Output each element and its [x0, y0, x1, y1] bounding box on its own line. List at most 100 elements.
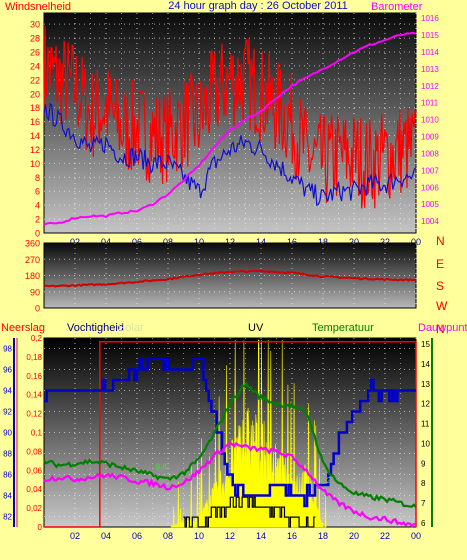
x-tick-label: 06	[132, 237, 142, 247]
x-tick-label: 08	[163, 531, 173, 541]
wind-tick-label: 24	[30, 61, 40, 71]
wind-tick-label: 8	[35, 173, 40, 183]
temperature-tick-label: 10	[421, 439, 430, 448]
barometer-tick-label: 1016	[421, 14, 439, 23]
compass-label: N	[436, 322, 445, 336]
temperature-data-label: 7.2	[320, 476, 332, 485]
barometer-tick-label: 1011	[421, 99, 439, 108]
x-tick-label: 02	[70, 237, 80, 247]
humidity-tick-label: 88	[3, 450, 12, 459]
rain-humidity-temperature-panel: 82848688909294969800,020,040,060,080,10,…	[3, 334, 433, 541]
x-tick-label: 16	[287, 531, 297, 541]
barometer-tick-label: 1008	[421, 149, 439, 158]
wind-tick-label: 2	[35, 215, 40, 225]
x-tick-label: 10	[194, 237, 204, 247]
compass-label: E	[436, 257, 444, 271]
humidity-tick-label: 96	[3, 366, 12, 375]
humidity-tick-label: 98	[3, 345, 12, 354]
series-rain-line	[44, 341, 417, 528]
humidity-axis-label: Vochtigheid	[67, 322, 124, 334]
temperature-tick-label: 15	[421, 340, 430, 349]
series-direction-line	[44, 269, 417, 288]
rain-tick-label: 0	[38, 523, 43, 532]
humidity-tick-label: 90	[3, 429, 12, 438]
wind-tick-label: 12	[30, 145, 40, 155]
wind-tick-label: 22	[30, 75, 40, 85]
rain-tick-label: 0,2	[31, 334, 43, 343]
x-tick-label: 20	[349, 237, 359, 247]
x-tick-label: 00	[411, 531, 421, 541]
compass-label: N	[436, 234, 445, 248]
x-tick-label: 04	[101, 237, 111, 247]
compass-label: S	[436, 279, 444, 293]
temperature-tick-label: 11	[421, 420, 430, 429]
series-gust-line	[43, 25, 417, 209]
rain-tick-label: 0,02	[26, 504, 42, 513]
series-dewpoint-line	[43, 441, 417, 528]
x-tick-label: 02	[70, 531, 80, 541]
x-tick-label: 12	[225, 531, 235, 541]
barometer-tick-label: 1013	[421, 65, 439, 74]
barometer-tick-label: 1007	[421, 166, 439, 175]
wind-tick-label: 20	[30, 89, 40, 99]
direction-tick-label: 0	[35, 304, 40, 314]
rain-tick-label: 0,14	[26, 391, 42, 400]
wind-tick-label: 16	[30, 117, 40, 127]
x-tick-label: 16	[287, 237, 297, 247]
rain-tick-label: 0,16	[26, 372, 42, 381]
barometer-tick-label: 1014	[421, 48, 439, 57]
wind-tick-label: 4	[35, 201, 40, 211]
x-tick-label: 20	[349, 531, 359, 541]
wind-barometer-panel: 0246810121416182022242628301004100510061…	[30, 12, 439, 247]
temperature-tick-label: 12	[421, 400, 430, 409]
x-tick-label: 22	[380, 237, 390, 247]
direction-tick-label: 270	[25, 255, 40, 265]
temperature-tick-label: 9	[421, 459, 426, 468]
humidity-tick-label: 82	[3, 513, 12, 522]
temperature-tick-label: 6	[421, 519, 426, 528]
wind-tick-label: 0	[35, 229, 40, 239]
wind-tick-label: 18	[30, 103, 40, 113]
x-tick-label: 22	[380, 531, 390, 541]
x-tick-label: 14	[256, 237, 266, 247]
direction-tick-label: 90	[30, 287, 40, 297]
dewpoint-axis-label: Dauwpunt	[418, 322, 467, 334]
x-tick-label: 06	[132, 531, 142, 541]
wind-axis-label: Windsnelheid	[5, 1, 71, 13]
barometer-tick-label: 1005	[421, 200, 439, 209]
wind-tick-label: 14	[30, 131, 40, 141]
series-barometer-line	[43, 31, 417, 226]
series-temperature-line	[43, 381, 417, 508]
wind-tick-label: 26	[30, 47, 40, 57]
series-uv-line	[183, 496, 316, 528]
temperature-tick-label: 14	[421, 360, 430, 369]
direction-tick-label: 180	[25, 271, 40, 281]
wind-tick-label: 28	[30, 34, 40, 44]
rain-tick-label: 0,1	[31, 429, 43, 438]
x-tick-label: 18	[318, 531, 328, 541]
humidity-tick-label: 86	[3, 471, 12, 480]
barometer-tick-label: 1010	[421, 116, 439, 125]
temperature-axis-label: Temperatuur	[312, 322, 374, 334]
uv-axis-label: UV	[248, 322, 264, 334]
x-tick-label: 00	[411, 237, 421, 247]
solar-axis-label: Solar	[118, 322, 144, 334]
x-tick-label: 18	[318, 237, 328, 247]
barometer-tick-label: 1012	[421, 82, 439, 91]
series-humidity-line	[44, 357, 416, 508]
humidity-tick-label: 84	[3, 492, 12, 501]
temperature-tick-label: 8	[421, 479, 426, 488]
barometer-tick-label: 1004	[421, 217, 439, 226]
barometer-axis-label: Barometer	[371, 1, 423, 13]
temperature-data-label: 9.8	[156, 462, 168, 471]
x-tick-label: 04	[101, 531, 111, 541]
series-solar-area	[170, 339, 327, 528]
chart-title: 24 hour graph day : 26 October 2011	[168, 0, 348, 12]
rain-tick-label: 0,12	[26, 410, 42, 419]
humidity-tick-label: 94	[3, 387, 12, 396]
temperature-tick-label: 7	[421, 499, 426, 508]
wind-tick-label: 10	[30, 159, 40, 169]
rain-tick-label: 0,06	[26, 466, 42, 475]
